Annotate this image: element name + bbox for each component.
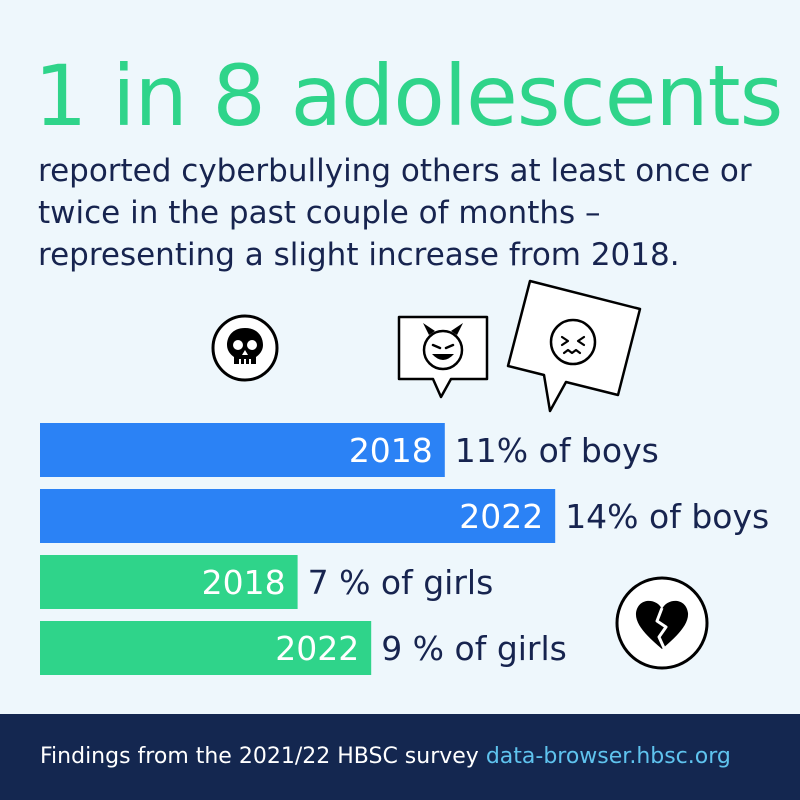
- bar-year-label: 2018: [202, 563, 286, 602]
- bar-girls-2022: [40, 621, 372, 675]
- bar-boys-2018: [40, 423, 445, 477]
- bar-year-label: 2018: [349, 431, 433, 470]
- bar-girls-2018: [40, 555, 298, 609]
- bar-boys-2022: [40, 489, 556, 543]
- headline: 1 in 8 adolescents: [34, 47, 783, 145]
- bar-value-label: 14% of boys: [565, 497, 769, 536]
- bar-value-label: 7 % of girls: [308, 563, 494, 602]
- angry-face-speech-bubble-icon: [506, 279, 642, 413]
- bar-chart: 2018 11% of boys 2022 14% of boys 2018 7 % of…: [40, 423, 769, 675]
- bar-year-label: 2022: [459, 497, 543, 536]
- subtitle: reported cyberbullying others at least o…: [38, 153, 752, 273]
- footer-text: Findings from the 2021/22 HBSC survey da…: [40, 744, 731, 769]
- bar-value-label: 11% of boys: [455, 431, 659, 470]
- footer-source: Findings from the 2021/22 HBSC survey: [40, 744, 479, 769]
- bar-value-label: 9 % of girls: [381, 629, 567, 668]
- skull-icon: [211, 314, 279, 382]
- footer-link[interactable]: data-browser.hbsc.org: [485, 744, 731, 769]
- bar-year-label: 2022: [275, 629, 359, 668]
- footer: Findings from the 2021/22 HBSC survey da…: [0, 714, 800, 800]
- broken-heart-icon: [615, 576, 709, 670]
- devil-speech-bubble-icon: [397, 315, 489, 399]
